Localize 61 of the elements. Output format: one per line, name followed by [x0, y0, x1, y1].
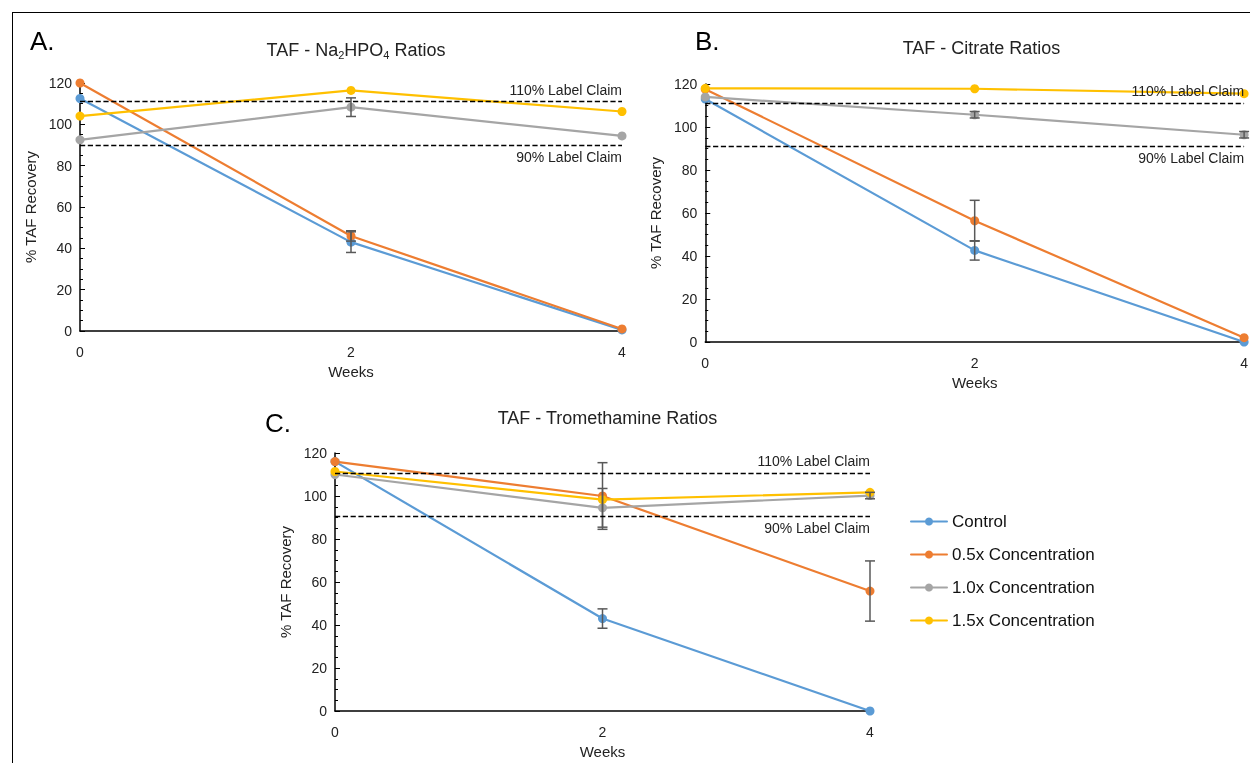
point	[617, 107, 627, 117]
point	[346, 85, 356, 95]
legend-label: 0.5x Concentration	[952, 545, 1095, 564]
x-tick-label: 4	[1240, 355, 1249, 371]
legend-label: 1.0x Concentration	[952, 578, 1095, 597]
x-tick-label: 0	[331, 724, 340, 740]
y-tick-label: 0	[319, 703, 328, 719]
chart-title: TAF - Tromethamine Ratios	[497, 408, 718, 428]
ref-line-label: 90% Label Claim	[516, 149, 622, 165]
text: B.	[695, 26, 720, 56]
text: C.	[265, 408, 291, 438]
point	[75, 111, 85, 121]
x-tick-label: 2	[970, 355, 979, 371]
x-tick-label: 4	[866, 724, 875, 740]
y-axis-title: % TAF Recovery	[21, 150, 39, 263]
y-tick-label: 100	[673, 119, 698, 135]
y-tick-label: 20	[681, 291, 698, 307]
y-axis-title: % TAF Recovery	[647, 156, 664, 269]
y-tick-label: 80	[56, 157, 73, 174]
x-tick-label: 2	[598, 724, 607, 740]
y-tick-label: 120	[48, 75, 73, 91]
y-tick-label: 20	[311, 660, 328, 676]
point	[330, 466, 340, 476]
chart-title: TAF - Citrate Ratios	[902, 38, 1061, 58]
y-tick-label: 60	[681, 205, 698, 221]
y-tick-label: 80	[681, 162, 698, 178]
ref-line-label: 110% Label Claim	[509, 81, 622, 98]
ref-line-label: 110% Label Claim	[757, 453, 870, 470]
y-tick-label: 0	[64, 323, 73, 339]
y-tick-label: 40	[56, 240, 73, 257]
legend-label: Control	[952, 512, 1007, 531]
y-tick-label: 0	[689, 334, 698, 350]
legend-label: 1.5x Concentration	[952, 611, 1095, 630]
x-tick-label: 4	[618, 344, 627, 360]
x-tick-label: 2	[347, 344, 356, 360]
y-tick-label: 60	[311, 574, 328, 590]
y-tick-label: 40	[681, 248, 698, 264]
point	[75, 78, 85, 88]
point	[970, 84, 980, 94]
y-axis-title: % TAF Recovery	[276, 525, 294, 638]
text: A.	[30, 26, 55, 56]
x-axis-title: Weeks	[579, 743, 626, 760]
y-tick-label: 60	[56, 199, 73, 215]
point	[617, 131, 627, 141]
y-tick-label: 20	[56, 281, 73, 298]
point	[865, 706, 875, 716]
point	[1239, 333, 1249, 343]
y-tick-label: 40	[311, 617, 328, 633]
ref-line-label: 90% Label Claim	[1138, 150, 1245, 167]
x-tick-label: 0	[76, 344, 85, 360]
point	[75, 94, 85, 103]
ref-line-label: 90% Label Claim	[764, 520, 870, 537]
x-tick-label: 0	[701, 355, 710, 371]
point	[75, 135, 85, 145]
y-tick-label: 120	[673, 76, 698, 92]
y-tick-label: 80	[311, 531, 328, 547]
x-axis-title: Weeks	[328, 363, 374, 380]
y-tick-label: 100	[303, 488, 328, 504]
y-tick-label: 120	[303, 445, 328, 461]
y-tick-label: 100	[48, 116, 73, 133]
x-axis-title: Weeks	[951, 374, 998, 391]
